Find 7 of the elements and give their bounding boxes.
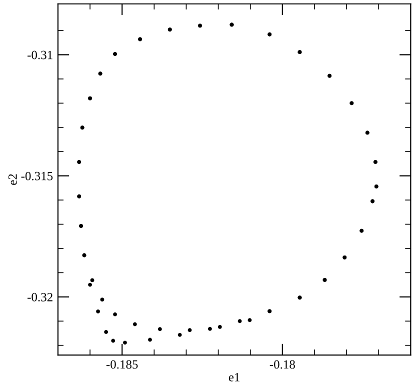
y-tick-label: -0.31 bbox=[28, 50, 52, 60]
x-axis-title: e1 bbox=[228, 373, 240, 382]
y-tick-label: -0.32 bbox=[28, 292, 52, 302]
x-tick-label: -0.18 bbox=[270, 360, 295, 369]
y-tick-label: -0.315 bbox=[21, 172, 53, 180]
x-tick-label: -0.185 bbox=[106, 360, 138, 369]
y-axis-title: e2 bbox=[8, 174, 17, 185]
